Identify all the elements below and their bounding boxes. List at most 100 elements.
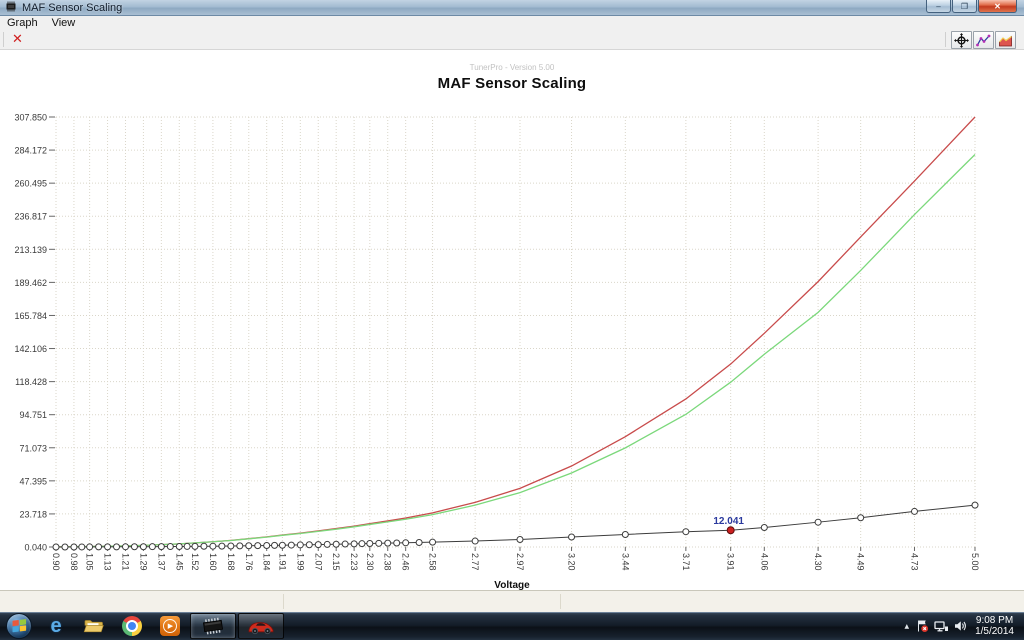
data-point-marker — [516, 536, 524, 544]
y-tick-label: 260.495 — [14, 179, 47, 189]
scaling-curve-green — [55, 154, 976, 548]
data-point-marker — [384, 539, 392, 547]
x-axis-label: Voltage — [494, 580, 530, 591]
x-tick-label: 3.71 — [681, 553, 691, 571]
x-tick-label: 1.84 — [262, 553, 272, 571]
volume-icon[interactable] — [954, 620, 967, 632]
clock[interactable]: 9:08 PM 1/5/2014 — [972, 615, 1020, 637]
chart-title: MAF Sensor Scaling — [437, 75, 587, 92]
y-tick-label: 118.428 — [15, 377, 47, 387]
tray-expand-icon[interactable]: ▲ — [904, 622, 910, 630]
data-point-marker — [350, 540, 358, 548]
selected-point-label: 12.041 — [713, 516, 744, 527]
x-tick-label: 2.23 — [349, 553, 359, 571]
x-tick-label: 2.97 — [515, 553, 525, 571]
data-point-marker — [227, 542, 235, 550]
line-chart-icon — [976, 34, 991, 46]
data-point-marker — [130, 543, 138, 551]
area-chart-icon — [999, 35, 1012, 46]
action-center-flag-icon[interactable] — [916, 619, 929, 633]
data-point-marker — [471, 537, 479, 545]
x-tick-label: 1.05 — [85, 553, 95, 571]
data-point-marker — [200, 542, 208, 550]
data-point-marker — [305, 541, 313, 549]
taskbar-car-app-button[interactable] — [238, 613, 284, 639]
data-point-marker — [104, 543, 112, 551]
taskbar-chrome-icon[interactable] — [113, 612, 151, 640]
y-tick-label: 307.850 — [14, 113, 47, 123]
data-point-marker — [393, 539, 401, 547]
selected-point-marker — [726, 526, 735, 535]
data-point-marker — [568, 533, 576, 541]
x-tick-label: 0.98 — [69, 553, 79, 571]
data-point-marker — [209, 542, 217, 550]
taskbar-tunerpro-button[interactable] — [190, 613, 236, 639]
clock-time: 9:08 PM — [975, 615, 1014, 626]
x-tick-label: 3.20 — [567, 553, 577, 571]
play-icon: ▶ — [163, 619, 177, 633]
menu-graph[interactable]: Graph — [7, 17, 38, 29]
restore-button[interactable]: ❐ — [952, 0, 977, 13]
network-icon[interactable] — [934, 620, 949, 633]
car-icon — [248, 621, 274, 634]
y-tick-label: 165.784 — [14, 311, 47, 321]
data-point-marker — [760, 523, 768, 531]
taskbar-explorer-icon[interactable] — [75, 612, 113, 640]
plot[interactable]: 0.040 23.718 47.395 71.073 94.751 118.428 142.… — [0, 50, 1024, 590]
data-point-marker — [682, 528, 690, 536]
toolbar-right-group — [950, 31, 1016, 49]
data-point-marker — [358, 540, 366, 548]
taskbar-ie-icon[interactable]: e — [50, 614, 62, 637]
data-point-marker — [148, 543, 156, 551]
x-tick-label: 1.99 — [295, 553, 305, 571]
titlebar: MAF Sensor Scaling – ❐ ✕ — [0, 0, 1024, 16]
area-chart-tool-button[interactable] — [995, 31, 1016, 49]
y-tick-label: 213.139 — [14, 245, 47, 255]
x-tick-label: 4.06 — [759, 553, 769, 571]
system-tray: ▲ — [902, 612, 1020, 640]
data-point-marker — [157, 543, 165, 551]
data-point-marker — [341, 540, 349, 548]
app-chip-icon — [4, 1, 18, 15]
crosshair-move-icon — [954, 32, 969, 48]
data-point-marker — [218, 542, 226, 550]
y-tick-label: 284.172 — [14, 146, 47, 156]
y-tick-label: 236.817 — [14, 212, 47, 222]
data-point-marker — [254, 542, 262, 550]
x-tick-label: 1.91 — [277, 553, 287, 571]
delete-point-button[interactable]: ✕ — [9, 31, 26, 49]
taskbar-media-player-icon[interactable]: ▶ — [151, 612, 189, 640]
x-tick-label: 3.44 — [620, 553, 630, 571]
x-tick-label: 0.90 — [51, 553, 61, 571]
start-button[interactable] — [6, 613, 32, 639]
x-tick-label: 1.60 — [208, 553, 218, 571]
scaling-curve-red — [55, 116, 976, 548]
line-chart-tool-button[interactable] — [973, 31, 994, 49]
x-tick-label: 4.49 — [856, 553, 866, 571]
data-point-marker — [415, 538, 423, 546]
y-tick-label: 23.718 — [19, 509, 47, 519]
y-tick-label: 47.395 — [19, 476, 47, 486]
y-tick-label: 94.751 — [19, 410, 47, 420]
x-tick-label: 1.21 — [120, 553, 130, 571]
menu-view[interactable]: View — [51, 17, 76, 29]
data-point-marker — [910, 507, 918, 515]
data-point-marker — [278, 541, 286, 549]
data-point-marker — [191, 542, 199, 550]
minimize-button[interactable]: – — [926, 0, 951, 13]
y-tick-label: 71.073 — [19, 443, 47, 453]
close-button[interactable]: ✕ — [978, 0, 1017, 13]
data-point-marker — [971, 501, 979, 509]
folder-icon — [83, 620, 104, 633]
y-tick-label: 189.462 — [14, 278, 47, 288]
data-point-marker — [113, 543, 121, 551]
x-tick-label: 1.45 — [174, 553, 184, 571]
x-tick-label: 1.76 — [244, 553, 254, 571]
x-tick-label: 4.30 — [813, 553, 823, 571]
data-point-marker — [70, 543, 78, 551]
data-point-marker — [166, 543, 174, 551]
windows-flag-icon — [12, 619, 26, 633]
menubar: Graph View — [0, 16, 1024, 30]
pan-tool-button[interactable] — [951, 31, 972, 49]
